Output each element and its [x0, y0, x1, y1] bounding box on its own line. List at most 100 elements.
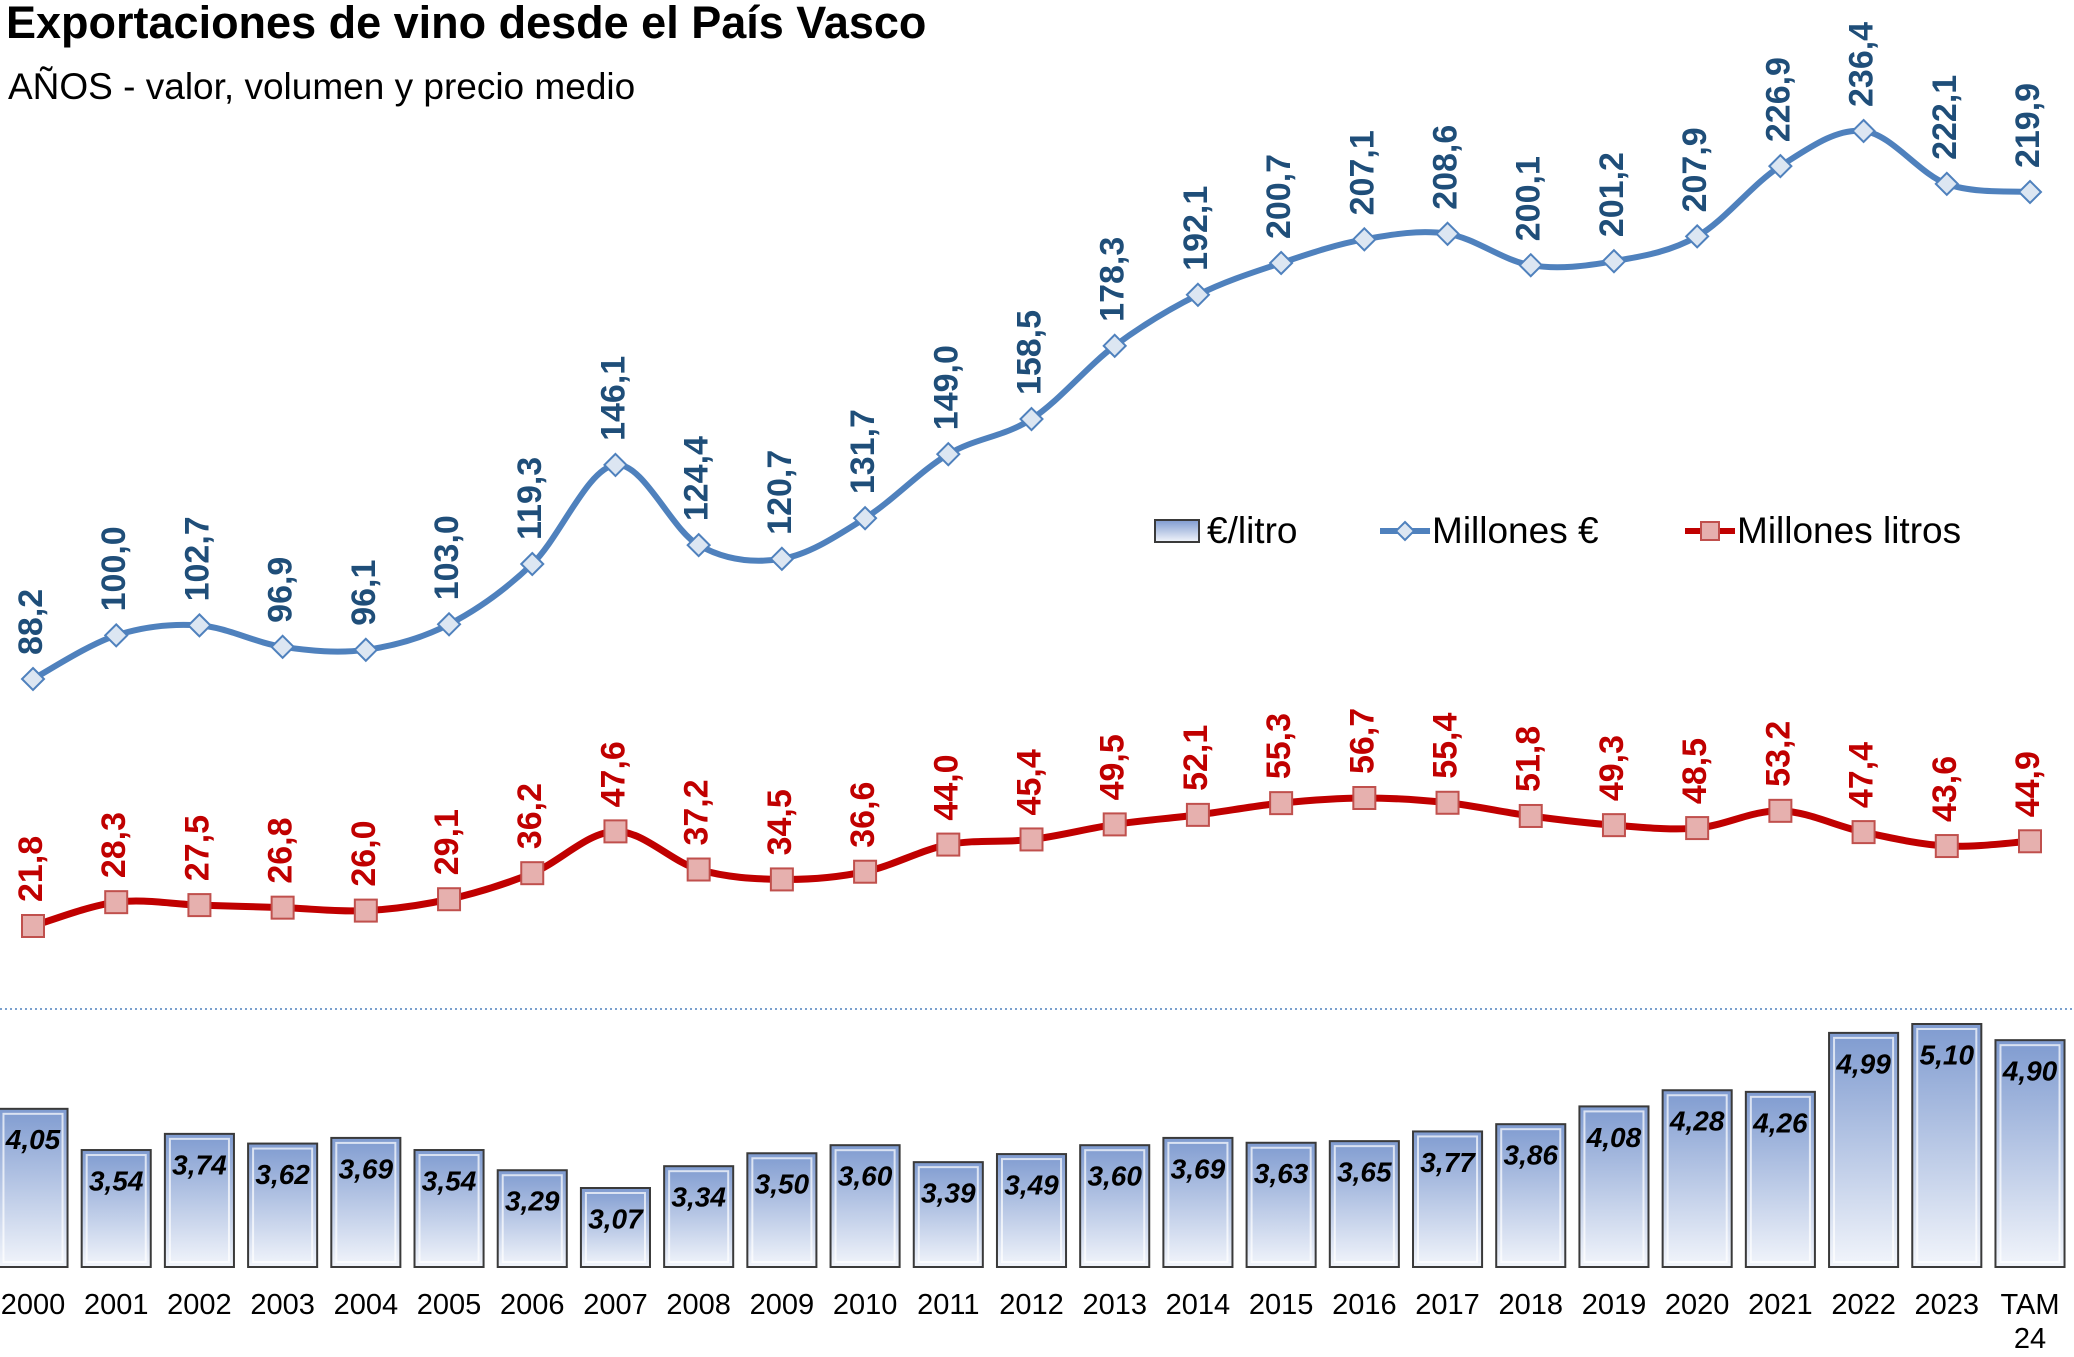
- bar-highlight: [1417, 1135, 1479, 1263]
- legend-label: Millones litros: [1737, 510, 1961, 551]
- data-label: 100,0: [95, 526, 133, 611]
- data-label: 49,5: [1094, 734, 1132, 800]
- x-tick-label: 2019: [1581, 1289, 1647, 1321]
- data-label: 192,1: [1177, 186, 1215, 271]
- marker: [187, 612, 212, 638]
- data-label: 3,77: [1420, 1147, 1476, 1178]
- marker: [1684, 223, 1710, 249]
- data-label: 52,1: [1177, 725, 1215, 791]
- marker: [1767, 153, 1793, 179]
- legend-marker: [1700, 521, 1720, 541]
- data-label: 21,8: [12, 836, 50, 902]
- marker: [353, 898, 378, 923]
- bar: [995, 1153, 1068, 1269]
- data-label: 3,69: [339, 1153, 394, 1184]
- bar-highlight: [1000, 1158, 1063, 1264]
- marker: [1934, 834, 1959, 859]
- marker: [1102, 333, 1128, 359]
- data-label: 4,05: [5, 1124, 61, 1155]
- data-label: 3,54: [89, 1165, 144, 1196]
- marker: [1352, 786, 1377, 810]
- chart-title: Exportaciones de vino desde el País Vasc…: [6, 0, 926, 48]
- bar-highlight: [1666, 1094, 1728, 1264]
- bar-highlight: [1333, 1145, 1395, 1263]
- marker: [21, 914, 45, 938]
- data-label: 103,0: [428, 515, 466, 600]
- bar: [0, 1107, 69, 1269]
- bar-highlight: [1999, 1044, 2061, 1263]
- data-label: 3,34: [671, 1182, 726, 1213]
- data-label: 49,3: [1593, 735, 1631, 801]
- data-label: 29,1: [428, 809, 466, 875]
- data-label: 3,86: [1504, 1140, 1559, 1171]
- marker: [686, 857, 711, 882]
- bar-highlight: [1500, 1128, 1562, 1264]
- data-label: 200,7: [1260, 154, 1298, 239]
- bar: [829, 1144, 901, 1268]
- marker: [1685, 816, 1710, 841]
- bar: [579, 1187, 651, 1268]
- marker: [103, 622, 129, 648]
- bar-highlight: [1167, 1141, 1229, 1264]
- bar-highlight: [751, 1157, 813, 1264]
- x-tick-label: 2003: [250, 1289, 315, 1321]
- data-label: 5,10: [1920, 1039, 1975, 1070]
- bar: [1079, 1144, 1151, 1268]
- data-label: 131,7: [844, 409, 882, 494]
- data-label: 3,07: [588, 1203, 644, 1234]
- data-label: 4,26: [1752, 1107, 1808, 1138]
- data-label: 96,9: [262, 557, 300, 623]
- marker: [1851, 820, 1876, 845]
- bar: [746, 1152, 818, 1269]
- x-tick-label: 2008: [666, 1289, 731, 1321]
- x-tick-label: 2011: [917, 1289, 980, 1321]
- bar-highlight: [252, 1147, 314, 1264]
- marker: [1019, 406, 1044, 432]
- marker: [1934, 171, 1960, 197]
- legend-label: €/litro: [1207, 510, 1297, 551]
- data-label: 28,3: [95, 812, 133, 878]
- x-tick-label: 2018: [1498, 1289, 1563, 1321]
- bar-highlight: [1749, 1095, 1811, 1263]
- bar: [1744, 1090, 1816, 1268]
- bar: [1578, 1105, 1650, 1268]
- data-label: 200,1: [1510, 156, 1548, 241]
- data-label: 158,5: [1010, 310, 1048, 395]
- marker: [2018, 829, 2042, 854]
- marker: [769, 867, 794, 892]
- bar-highlight: [168, 1137, 230, 1264]
- data-label: 3,63: [1254, 1158, 1309, 1189]
- data-label: 55,4: [1427, 713, 1465, 779]
- data-label: 178,3: [1094, 237, 1132, 322]
- bar-highlight: [2, 1112, 64, 1264]
- data-label: 3,49: [1004, 1169, 1059, 1200]
- marker: [270, 634, 296, 660]
- marker: [769, 546, 795, 572]
- bar-highlight: [501, 1174, 563, 1263]
- data-label: 226,9: [1759, 57, 1797, 142]
- data-label: 34,5: [761, 789, 799, 855]
- marker: [1601, 813, 1626, 838]
- x-tick-label: 2012: [999, 1289, 1064, 1321]
- data-label: 3,54: [422, 1165, 477, 1196]
- legend-marker: [1394, 520, 1416, 542]
- marker: [20, 666, 46, 692]
- data-label: 53,2: [1759, 721, 1797, 787]
- x-tick-label: 2002: [167, 1289, 232, 1321]
- x-tick-label: 2014: [1165, 1289, 1231, 1321]
- bar: [1994, 1039, 2066, 1268]
- bar: [1162, 1136, 1234, 1269]
- data-label: 4,99: [1835, 1048, 1891, 1079]
- x-tick-label: 2000: [0, 1289, 66, 1321]
- marker: [353, 637, 379, 663]
- data-label: 3,60: [838, 1161, 893, 1192]
- data-label: 56,7: [1343, 708, 1381, 774]
- bar-highlight: [1916, 1028, 1978, 1263]
- marker: [1435, 790, 1460, 815]
- x-tick-label: 2009: [749, 1289, 815, 1321]
- data-label: 149,0: [927, 345, 965, 430]
- bar: [1661, 1089, 1733, 1269]
- marker: [1851, 118, 1876, 144]
- marker: [2017, 179, 2043, 205]
- data-label: 26,0: [345, 820, 383, 886]
